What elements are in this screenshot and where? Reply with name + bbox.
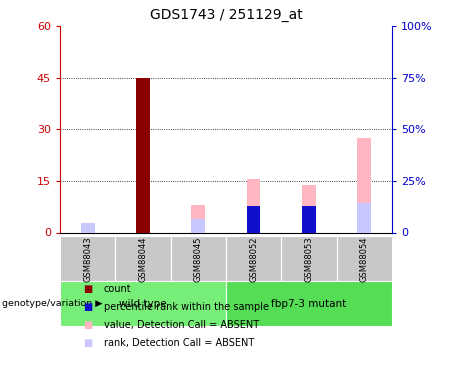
Bar (81, 223, 95, 232)
Text: GSM88043: GSM88043 (83, 236, 92, 282)
Bar (226, 236, 281, 281)
Text: GSM88053: GSM88053 (304, 236, 313, 282)
Title: GDS1743 / 251129_at: GDS1743 / 251129_at (149, 9, 302, 22)
Text: fbp7-3 mutant: fbp7-3 mutant (271, 299, 347, 309)
Bar (191, 219, 205, 232)
Bar (357, 138, 371, 232)
Bar (115, 236, 171, 281)
Text: genotype/variation ▶: genotype/variation ▶ (2, 299, 103, 308)
Text: count: count (104, 284, 131, 294)
Text: GSM88045: GSM88045 (194, 236, 203, 282)
Bar (81, 224, 95, 232)
Bar (357, 202, 371, 232)
Text: value, Detection Call = ABSENT: value, Detection Call = ABSENT (104, 320, 259, 330)
Text: rank, Detection Call = ABSENT: rank, Detection Call = ABSENT (104, 338, 254, 348)
Bar (136, 78, 150, 232)
Text: ■: ■ (83, 320, 92, 330)
Text: ■: ■ (83, 302, 92, 312)
Bar (247, 206, 260, 232)
Bar (302, 206, 316, 232)
Text: ■: ■ (83, 338, 92, 348)
Bar (191, 205, 205, 232)
Bar (226, 281, 392, 326)
Bar (302, 185, 316, 232)
Bar (171, 236, 226, 281)
Bar (247, 179, 260, 232)
Bar (337, 236, 392, 281)
Bar (136, 201, 150, 232)
Text: GSM88054: GSM88054 (360, 236, 369, 282)
Text: percentile rank within the sample: percentile rank within the sample (104, 302, 269, 312)
Text: GSM88044: GSM88044 (138, 236, 148, 282)
Bar (60, 236, 115, 281)
Bar (60, 281, 226, 326)
Text: GSM88052: GSM88052 (249, 236, 258, 282)
Text: wild type: wild type (119, 299, 167, 309)
Text: ■: ■ (83, 284, 92, 294)
Bar (281, 236, 337, 281)
